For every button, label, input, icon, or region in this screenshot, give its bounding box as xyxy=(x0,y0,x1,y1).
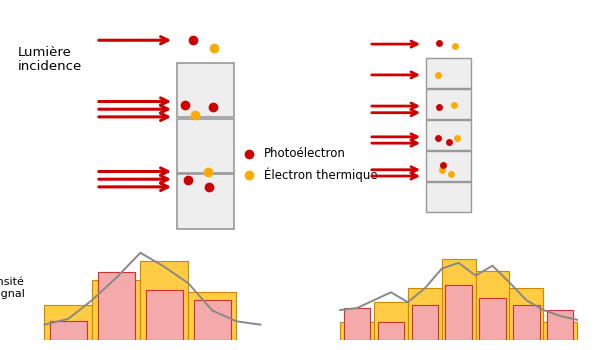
Text: Lumière
incidence: Lumière incidence xyxy=(18,46,82,74)
Bar xyxy=(426,151,471,181)
Bar xyxy=(412,305,438,340)
Bar xyxy=(188,292,236,340)
Bar xyxy=(426,89,471,119)
Bar xyxy=(479,298,506,340)
Bar xyxy=(177,119,234,173)
Bar xyxy=(194,300,231,340)
Text: Intensité
du signal: Intensité du signal xyxy=(0,278,25,299)
Bar xyxy=(509,288,543,340)
Bar xyxy=(426,58,471,88)
Bar xyxy=(513,305,539,340)
Bar xyxy=(92,280,140,340)
Bar xyxy=(98,272,135,340)
Bar xyxy=(146,290,183,340)
Bar xyxy=(408,288,442,340)
Bar xyxy=(543,322,577,340)
Bar xyxy=(140,261,188,340)
Bar xyxy=(445,285,472,340)
Bar xyxy=(426,120,471,150)
Bar xyxy=(177,63,234,117)
Bar xyxy=(442,259,476,340)
Bar xyxy=(44,305,92,340)
Bar xyxy=(426,182,471,212)
Text: Électron thermique: Électron thermique xyxy=(264,168,377,182)
Text: Photoélectron: Photoélectron xyxy=(264,147,346,161)
Bar xyxy=(50,321,87,340)
Bar xyxy=(344,308,370,340)
Bar xyxy=(374,302,408,340)
Bar xyxy=(476,271,509,340)
Bar xyxy=(177,174,234,229)
Bar xyxy=(547,310,574,340)
Bar xyxy=(340,322,374,340)
Bar xyxy=(378,322,404,340)
